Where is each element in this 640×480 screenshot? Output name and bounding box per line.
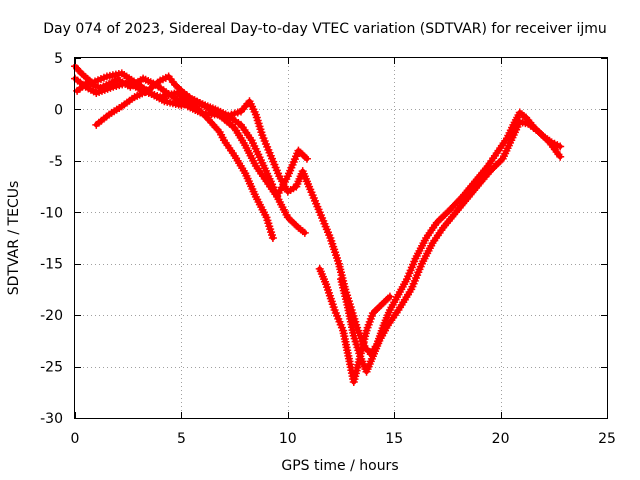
tick-layer — [75, 58, 608, 419]
y-tick-label: 0 — [54, 102, 63, 118]
y-axis-label: SDTVAR / TECUs — [6, 181, 22, 296]
data-point — [556, 142, 565, 151]
y-tick-label: -10 — [40, 205, 63, 221]
x-tick-label: 25 — [598, 431, 616, 447]
x-tick-label: 15 — [385, 431, 403, 447]
y-tick-labels: -30 -25 -20 -15 -10 -5 0 5 — [40, 51, 63, 427]
series-line — [93, 74, 563, 357]
y-tick-label: -25 — [40, 360, 63, 376]
y-tick-label: -15 — [40, 257, 63, 273]
y-tick-label: -20 — [40, 308, 63, 324]
x-tick-label: 0 — [71, 431, 80, 447]
y-tick-label: -30 — [40, 411, 63, 427]
series-track-5 — [315, 264, 394, 386]
x-tick-label: 5 — [177, 431, 186, 447]
grid-layer — [75, 58, 607, 418]
x-tick-label: 10 — [279, 431, 297, 447]
series-track-3 — [73, 74, 311, 200]
series-line — [338, 119, 563, 375]
x-axis-label: GPS time / hours — [281, 458, 398, 474]
chart-title: Day 074 of 2023, Sidereal Day-to-day VTE… — [43, 21, 607, 37]
x-tick-labels: 0 5 10 15 20 25 — [71, 431, 616, 447]
series-track-6 — [337, 117, 565, 376]
plot-frame — [74, 57, 608, 419]
x-tick-label: 20 — [492, 431, 510, 447]
data-point — [385, 292, 394, 301]
data-point — [300, 228, 309, 237]
data-point — [268, 234, 277, 242]
series-layer — [71, 62, 565, 386]
y-tick-label: -5 — [49, 154, 63, 170]
data-point — [302, 154, 311, 163]
data-point — [556, 152, 565, 161]
y-tick-label: 5 — [54, 51, 63, 67]
